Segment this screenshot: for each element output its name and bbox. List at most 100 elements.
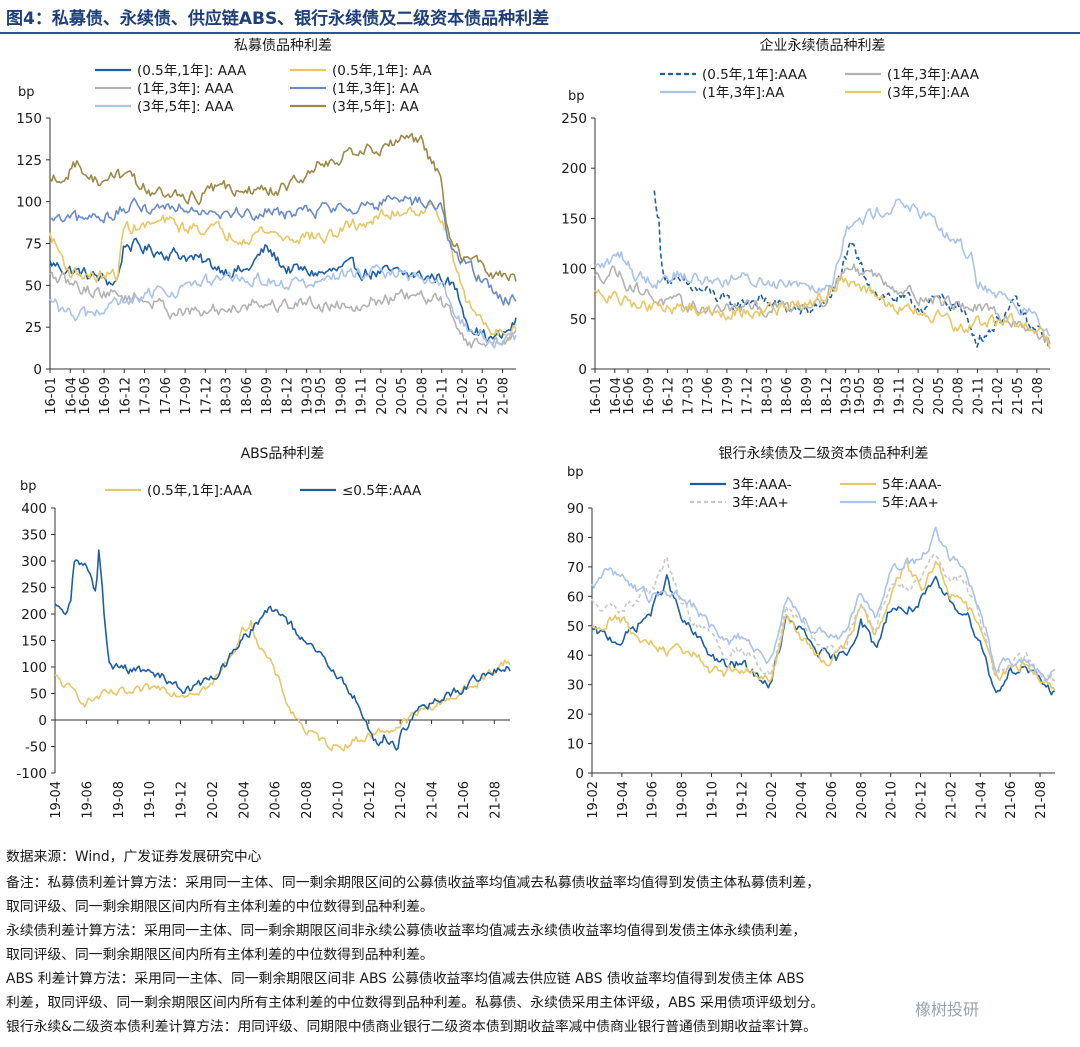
y-tick-label: 350 — [21, 528, 47, 544]
series-line-1 — [49, 237, 517, 344]
x-tick-label: 20-10 — [331, 781, 346, 819]
y-tick-label: 80 — [567, 530, 584, 546]
figure-title: 图4：私募债、永续债、供应链ABS、银行永续债及二级资本债品种利差 — [6, 9, 550, 29]
series-line-2 — [591, 560, 1056, 692]
x-tick-label: 19-11 — [892, 377, 907, 415]
x-tick-label: 19-06 — [80, 781, 95, 819]
x-tick-label: 19-11 — [355, 377, 370, 415]
figure-title-bar: 图4：私募债、永续债、供应链ABS、银行永续债及二级资本债品种利差 — [0, 0, 1080, 34]
y-tick-label: 10 — [567, 737, 584, 753]
chart-title: ABS品种利差 — [241, 446, 325, 462]
y-tick-label: 150 — [561, 211, 587, 227]
series-line-4 — [49, 195, 517, 306]
x-tick-label: 19-04 — [49, 781, 64, 819]
x-tick-label: 16-12 — [118, 377, 133, 415]
legend-label: (0.5年,1年]:AAA — [147, 483, 253, 499]
legend-label: 5年:AAA- — [882, 477, 942, 493]
x-tick-label: 16-01 — [44, 377, 59, 415]
legend-label: ≤0.5年:AAA — [342, 483, 422, 499]
series-line-2 — [49, 202, 517, 342]
x-tick-label: 19-10 — [143, 781, 158, 819]
x-tick-label: 20-02 — [912, 377, 927, 415]
y-tick-label: 100 — [16, 195, 42, 211]
x-tick-label: 21-04 — [974, 781, 989, 819]
x-tick-label: 21-08 — [1034, 781, 1049, 819]
y-tick-label: 70 — [567, 560, 584, 576]
x-tick-label: 20-12 — [915, 781, 930, 819]
x-tick-label: 20-11 — [436, 377, 451, 415]
chart-title: 银行永续债及二级资本债品种利差 — [719, 445, 929, 462]
x-tick-label: 20-06 — [825, 781, 840, 819]
y-tick-label: 60 — [567, 589, 584, 605]
x-tick-label: 18-06 — [780, 377, 795, 415]
x-tick-label: 19-12 — [175, 781, 190, 819]
x-tick-label: 19-04 — [616, 781, 631, 819]
x-tick-label: 17-09 — [179, 377, 194, 415]
series-line-4 — [591, 526, 1056, 682]
y-tick-label: 0 — [578, 362, 587, 378]
legend-label: (3年,5年]: AAA — [137, 99, 234, 115]
x-tick-label: 18-03 — [220, 377, 235, 415]
series-line-1 — [591, 574, 1056, 696]
x-tick-label: 21-05 — [1011, 377, 1026, 415]
y-tick-label: 50 — [570, 312, 587, 328]
series-line-2 — [54, 549, 511, 751]
legend-label: 5年:AA+ — [882, 495, 939, 511]
y-axis-unit-label: bp — [568, 89, 585, 104]
x-tick-label: 21-08 — [1031, 377, 1046, 415]
x-tick-label: 20-05 — [932, 377, 947, 415]
x-tick-label: 18-12 — [820, 377, 835, 415]
y-tick-label: -50 — [25, 740, 47, 756]
legend-label: 3年:AAA- — [732, 477, 792, 493]
x-tick-label: 19-05 — [314, 377, 329, 415]
x-tick-label: 19-10 — [705, 781, 720, 819]
legend-label: (1年,3年]:AAA — [887, 67, 980, 83]
x-tick-label: 16-01 — [589, 377, 604, 415]
x-tick-label: 17-03 — [681, 377, 696, 415]
y-tick-label: 200 — [21, 607, 47, 623]
series-line-1 — [653, 190, 1051, 350]
y-tick-label: 30 — [567, 678, 584, 694]
y-tick-label: 75 — [25, 237, 42, 253]
y-axis-unit-label: bp — [567, 465, 584, 480]
x-tick-label: 20-12 — [363, 781, 378, 819]
x-tick-label: 20-11 — [971, 377, 986, 415]
x-tick-label: 20-02 — [206, 781, 221, 819]
x-tick-label: 20-08 — [952, 377, 967, 415]
legend-label: 3年:AA+ — [732, 495, 789, 511]
y-tick-label: 100 — [21, 660, 47, 676]
y-tick-label: 200 — [561, 161, 587, 177]
note-line: 备注：私募债利差计算方法：采用同一主体、同一剩余期限区间的公募债收益率均值减去私… — [6, 875, 821, 891]
y-tick-label: 150 — [16, 111, 42, 127]
legend-label: (0.5年,1年]: AAA — [137, 63, 247, 79]
y-tick-label: 300 — [21, 554, 47, 570]
x-tick-label: 19-03 — [301, 377, 316, 415]
series-line-5 — [49, 263, 517, 349]
y-tick-label: 125 — [16, 153, 42, 169]
x-tick-label: 18-03 — [760, 377, 775, 415]
y-tick-label: 0 — [38, 713, 47, 729]
abs-spread-chart: ABS品种利差 bp -100 -50 0 50 100 150 200 250 300 350 400… — [16, 446, 511, 819]
x-tick-label: 21-02 — [944, 781, 959, 819]
x-tick-label: 17-06 — [701, 377, 716, 415]
legend-label: (1年,3年]: AAA — [137, 81, 234, 97]
legend-label: (0.5年,1年]:AAA — [702, 67, 808, 83]
y-tick-label: 40 — [567, 648, 584, 664]
x-tick-label: 20-08 — [300, 781, 315, 819]
private-placement-spread-chart: 私募债品种利差 bp 0 25 50 75 100 125 150 16-01 16-0416-06… — [16, 38, 517, 415]
y-tick-label: 50 — [25, 278, 42, 294]
y-tick-label: 250 — [21, 581, 47, 597]
x-tick-label: 17-09 — [721, 377, 736, 415]
series-line-6 — [49, 132, 517, 282]
x-tick-label: 16-04 — [64, 377, 79, 415]
note-line: 利差，取同评级、同一剩余期限区间内所有主体利差的中位数得到品种利差。私募债、永续… — [6, 995, 825, 1011]
legend-label: (3年,5年]: AA — [332, 99, 419, 115]
note-line: 银行永续&二级资本债利差计算方法：用同评级、同期限中债商业银行二级资本债到期收益… — [6, 1019, 817, 1035]
x-tick-label: 20-06 — [269, 781, 284, 819]
x-tick-label: 19-05 — [853, 377, 868, 415]
chart-title: 企业永续债品种利差 — [760, 37, 886, 54]
x-tick-label: 18-12 — [280, 377, 295, 415]
x-tick-label: 21-06 — [457, 781, 472, 819]
x-tick-label: 17-12 — [199, 377, 214, 415]
